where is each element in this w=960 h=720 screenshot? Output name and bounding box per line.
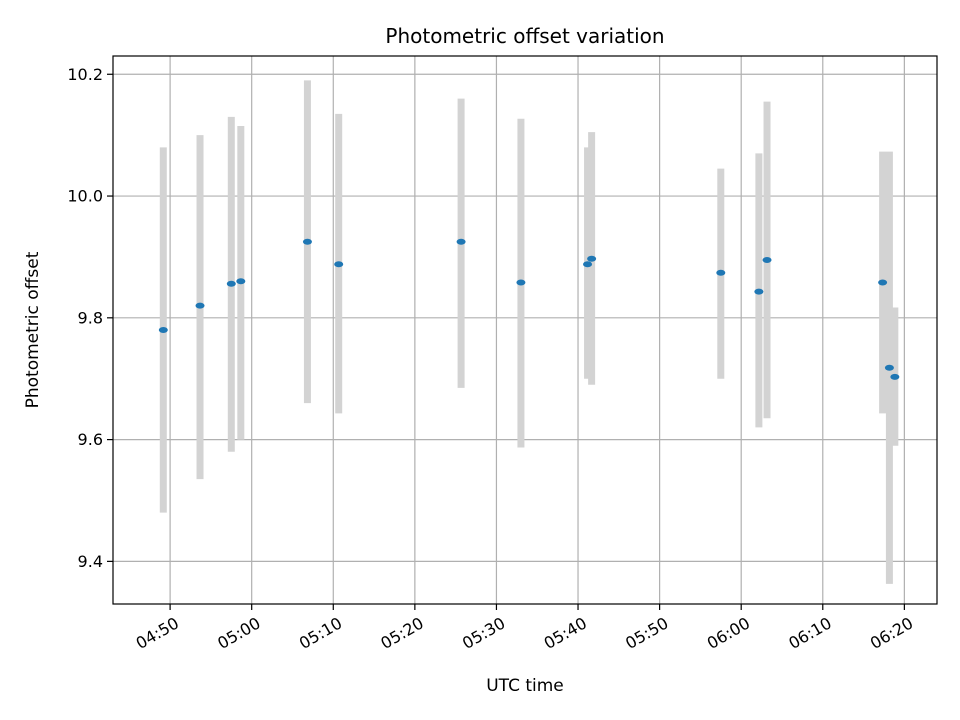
data-point xyxy=(878,279,888,286)
y-tick-label: 10.0 xyxy=(67,187,103,206)
grid xyxy=(113,56,937,604)
data-point xyxy=(762,256,772,263)
data-point xyxy=(587,255,597,262)
y-tick-label: 9.8 xyxy=(78,308,103,327)
y-axis-label: Photometric offset xyxy=(23,251,43,408)
y-tick-label: 10.2 xyxy=(67,65,103,84)
data-point xyxy=(884,364,894,371)
x-axis-label: UTC time xyxy=(486,676,564,696)
y-tick-label: 9.4 xyxy=(78,552,103,571)
data-point xyxy=(716,269,726,276)
data-point xyxy=(334,261,344,268)
y-axis: 9.4 9.6 9.8 10.0 10.2 xyxy=(67,65,113,571)
plot-frame xyxy=(112,55,938,605)
data-point xyxy=(302,238,312,245)
data-point xyxy=(583,261,593,268)
data-point xyxy=(226,280,236,287)
chart-title: Photometric offset variation xyxy=(385,24,664,48)
data-point xyxy=(236,278,246,285)
data-point xyxy=(516,279,526,286)
data-point xyxy=(890,373,900,380)
data-point xyxy=(754,288,764,295)
y-tick-label: 9.6 xyxy=(78,430,103,449)
data-point xyxy=(195,302,205,309)
data-point xyxy=(456,238,466,245)
data-points xyxy=(158,238,900,380)
data-point xyxy=(158,327,168,333)
